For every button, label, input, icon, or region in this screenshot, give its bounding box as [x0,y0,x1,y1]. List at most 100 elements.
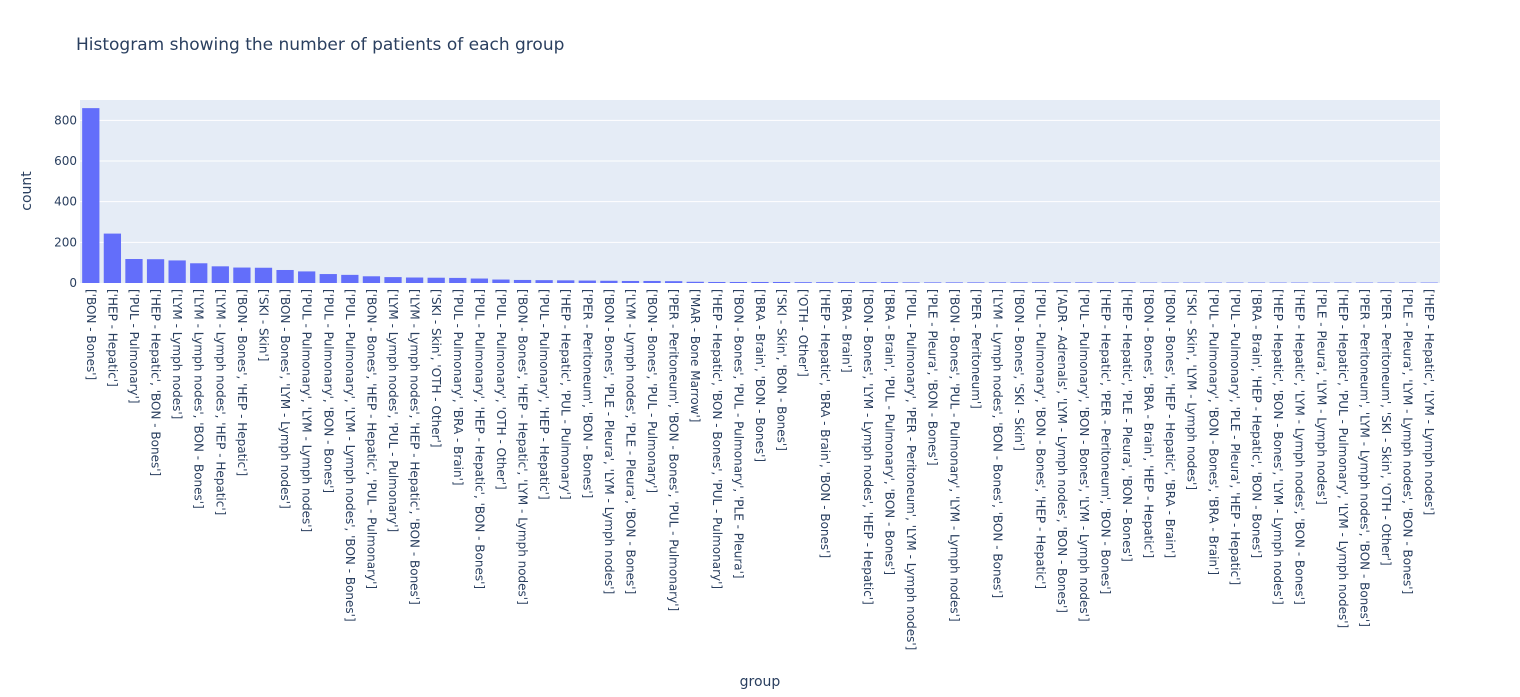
bar [168,260,186,283]
x-tick-label: ['HEP - Hepatic', 'BRA - Brain', 'BON - … [818,289,832,558]
bar [945,282,963,283]
x-tick-label: ['PLE - Pleura', 'LYM - Lymph nodes', 'B… [1401,289,1415,594]
x-tick-label: ['BRA - Brain', 'BON - Bones'] [753,289,767,462]
bar [772,281,791,283]
x-tick-label: ['PER - Peritoneum'] [969,289,983,409]
bar [988,282,1007,283]
x-tick-label: ['BON - Bones'] [84,289,98,380]
bar [557,280,575,283]
bar [103,233,122,283]
bar [233,267,251,283]
bar [643,280,661,283]
x-tick-label: ['BON - Bones', 'HEP - Hepatic', 'LYM - … [516,289,530,605]
x-tick-label: ['ADR - Adrenals', 'LYM - Lymph nodes', … [1055,289,1069,613]
x-tick-label: ['HEP - Hepatic', 'BON - Bones'] [149,289,163,476]
bar [146,259,165,283]
x-tick-label: ['PUL - Pulmonary', 'BON - Bones', 'HEP … [1034,289,1048,589]
bar [902,282,920,283]
bar [298,271,316,283]
x-tick-label: ['PUL - Pulmonary', 'BRA - Brain'] [451,289,465,486]
gridlines [80,119,1440,243]
bar [254,267,273,283]
x-tick-label: ['LYM - Lymph nodes', 'PLE - Pleura', 'B… [623,289,637,594]
x-tick-label: ['HEP - Hepatic'] [105,289,119,387]
x-tick-label: ['HEP - Hepatic', 'PUL - Pulmonary'] [559,289,573,500]
x-tick-label: ['PUL - Pulmonary'] [127,289,141,404]
x-tick-label: ['PUL - Pulmonary', 'HEP - Hepatic'] [537,289,551,500]
bar [513,279,532,283]
x-tick-labels: ['BON - Bones'] ['HEP - Hepatic'] ['PUL - … [84,289,1436,650]
x-tick-label: ['BON - Bones', 'HEP - Hepatic'] [235,289,249,476]
bar [125,259,143,283]
x-tick-label: ['PER - Peritoneum', 'BON - Bones', 'PUL… [667,289,681,611]
x-tick-label: ['LYM - Lymph nodes'] [170,289,184,419]
x-tick-label: ['PUL - Pulmonary', 'OTH - Other'] [494,289,508,490]
x-axis-title: group [740,674,781,690]
bar [405,277,424,283]
x-tick-label: ['BRA - Brain'] [839,289,853,373]
x-tick-label: ['BRA - Brain', 'PUL - Pulmonary', 'BON … [883,289,897,575]
x-tick-label: ['PUL - Pulmonary', 'PLE - Pleura', 'HEP… [1228,289,1242,585]
x-tick-label: ['PUL - Pulmonary', 'BON - Bones', 'LYM … [1077,289,1091,622]
bar [427,277,445,283]
bar [82,108,100,283]
bar [708,281,726,283]
bar [621,280,640,283]
x-tick-label: ['BON - Bones', 'LYM - Lymph nodes'] [278,289,292,509]
x-tick-label: ['HEP - Hepatic', 'PER - Peritoneum', 'B… [1098,289,1112,594]
bar [211,266,229,283]
y-tick-labels: 0 200 400 600 800 [54,113,77,290]
x-tick-label: ['PER - Peritoneum', 'LYM - Lymph nodes'… [1357,289,1371,627]
x-tick-label: ['PUL - Pulmonary', 'BON - Bones'] [321,289,335,493]
x-tick-label: ['BON - Bones', 'BRA - Brain', 'HEP - He… [1142,289,1156,558]
x-tick-label: ['OTH - Other'] [796,289,810,377]
y-tick-label: 400 [54,195,77,209]
x-tick-label: ['LYM - Lymph nodes', 'PUL - Pulmonary'] [386,289,400,532]
x-tick-label: ['SKI - Skin', 'OTH - Other'] [429,289,443,448]
x-tick-label: ['HEP - Hepatic', 'BON - Bones', 'PUL - … [710,289,724,589]
x-tick-label: ['BON - Bones', 'LYM - Lymph nodes', 'HE… [861,289,875,605]
x-tick-label: ['SKI - Skin'] [256,289,270,361]
x-tick-label: ['HEP - Hepatic', 'PUL - Pulmonary', 'LY… [1336,289,1350,628]
bar [880,282,899,283]
bar [190,263,208,283]
x-tick-label: ['BON - Bones', 'PUL - Pulmonary', 'PLE … [731,289,745,579]
bar [578,280,596,283]
y-tick-label: 0 [69,276,77,290]
x-tick-label: ['HEP - Hepatic', 'BON - Bones', 'LYM - … [1271,289,1285,605]
x-tick-label: ['PLE - Pleura', 'LYM - Lymph nodes'] [1314,289,1328,505]
bar [276,269,294,283]
bars [82,108,1438,283]
x-tick-label: ['MAR - Bone Marrow'] [688,289,702,422]
bar [470,278,488,283]
bar [341,274,359,283]
x-tick-label: ['PUL - Pulmonary', 'HEP - Hepatic', 'BO… [472,289,486,589]
bar [1032,282,1050,283]
y-tick-label: 200 [54,235,77,249]
bar [384,277,402,283]
x-tick-label: ['SKI - Skin', 'LYM - Lymph nodes'] [1185,289,1199,490]
x-tick-label: ['BON - Bones', 'HEP - Hepatic', 'PUL - … [364,289,378,589]
bar [1010,282,1028,283]
x-tick-label: ['PUL - Pulmonary', 'BON - Bones', 'BRA … [1206,289,1220,575]
x-tick-label: ['BON - Bones', 'HEP - Hepatic', 'BRA - … [1163,289,1177,558]
x-tick-label: ['HEP - Hepatic', 'LYM - Lymph nodes'] [1422,289,1436,515]
plot-area [80,100,1440,283]
bar [816,282,834,283]
bar [665,281,683,283]
bar [1053,282,1071,283]
x-tick-label: ['LYM - Lymph nodes', 'BON - Bones', 'BO… [990,289,1004,598]
y-tick-label: 600 [54,154,77,168]
x-tick-label: ['PER - Peritoneum', 'SKI - Skin', 'OTH … [1379,289,1393,566]
x-tick-label: ['BON - Bones', 'PLE - Pleura', 'LYM - L… [602,289,616,594]
bar [1118,282,1136,283]
x-tick-label: ['PER - Peritoneum', 'BON - Bones'] [580,289,594,498]
x-tick-label: ['PUL - Pulmonary', 'LYM - Lymph nodes'] [300,289,314,532]
x-tick-label: ['BON - Bones', 'PUL - Pulmonary', 'LYM … [947,289,961,622]
bar [600,280,618,283]
bar [492,279,510,283]
y-axis-title: count [19,171,35,211]
bar [967,282,985,283]
bar [535,280,553,283]
